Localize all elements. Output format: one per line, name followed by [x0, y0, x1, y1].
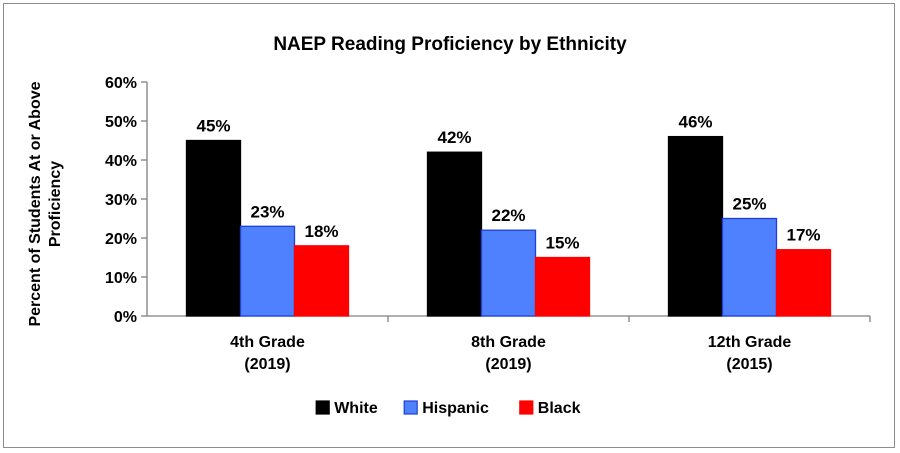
data-label: 15%	[545, 234, 579, 253]
y-tick-label: 50%	[105, 114, 137, 131]
chart-title: NAEP Reading Proficiency by Ethnicity	[273, 34, 627, 55]
bar-black	[534, 256, 591, 317]
y-tick-label: 30%	[105, 192, 137, 209]
y-tick-label: 0%	[114, 309, 137, 326]
data-label: 45%	[196, 117, 230, 136]
data-label: 42%	[437, 128, 471, 147]
data-label: 22%	[491, 206, 525, 225]
y-axis-label-line-1: Percent of Students At or Above	[27, 81, 44, 326]
plot-area: 0% 10% 20% 30% 40% 50% 60% 45% 23% 18% 4th Grade (2…	[105, 75, 871, 373]
data-label: 46%	[678, 113, 712, 132]
bar-black	[775, 249, 832, 317]
legend: White Hispanic Black	[315, 400, 581, 417]
y-tick-label: 10%	[105, 270, 137, 287]
bar-hispanic	[480, 229, 537, 317]
y-tick-label: 40%	[105, 153, 137, 170]
x-tick-label: (2019)	[485, 356, 531, 373]
x-tick-label: (2015)	[726, 356, 772, 373]
bar-white	[185, 139, 242, 317]
legend-swatch-white	[315, 400, 330, 415]
bar-black	[293, 245, 350, 317]
y-axis-label-line-2: Proficiency	[47, 161, 64, 247]
bar-hispanic	[239, 225, 296, 317]
y-tick-label: 20%	[105, 231, 137, 248]
x-tick-label: (2019)	[244, 356, 290, 373]
bar-hispanic	[721, 217, 778, 317]
data-label: 18%	[304, 222, 338, 241]
x-tick-label: 8th Grade	[471, 334, 546, 351]
y-tick-label: 60%	[105, 75, 137, 92]
data-label: 25%	[732, 195, 766, 214]
x-tick-label: 12th Grade	[708, 334, 792, 351]
legend-label-black: Black	[538, 400, 581, 417]
legend-label-hispanic: Hispanic	[422, 400, 489, 417]
data-label: 17%	[786, 226, 820, 245]
legend-label-white: White	[334, 400, 378, 417]
data-label: 23%	[250, 202, 284, 221]
legend-swatch-black	[519, 400, 534, 415]
legend-swatch-hispanic	[403, 400, 418, 415]
x-tick-label: 4th Grade	[230, 334, 305, 351]
bar-white	[667, 135, 724, 317]
bar-white	[426, 151, 483, 317]
